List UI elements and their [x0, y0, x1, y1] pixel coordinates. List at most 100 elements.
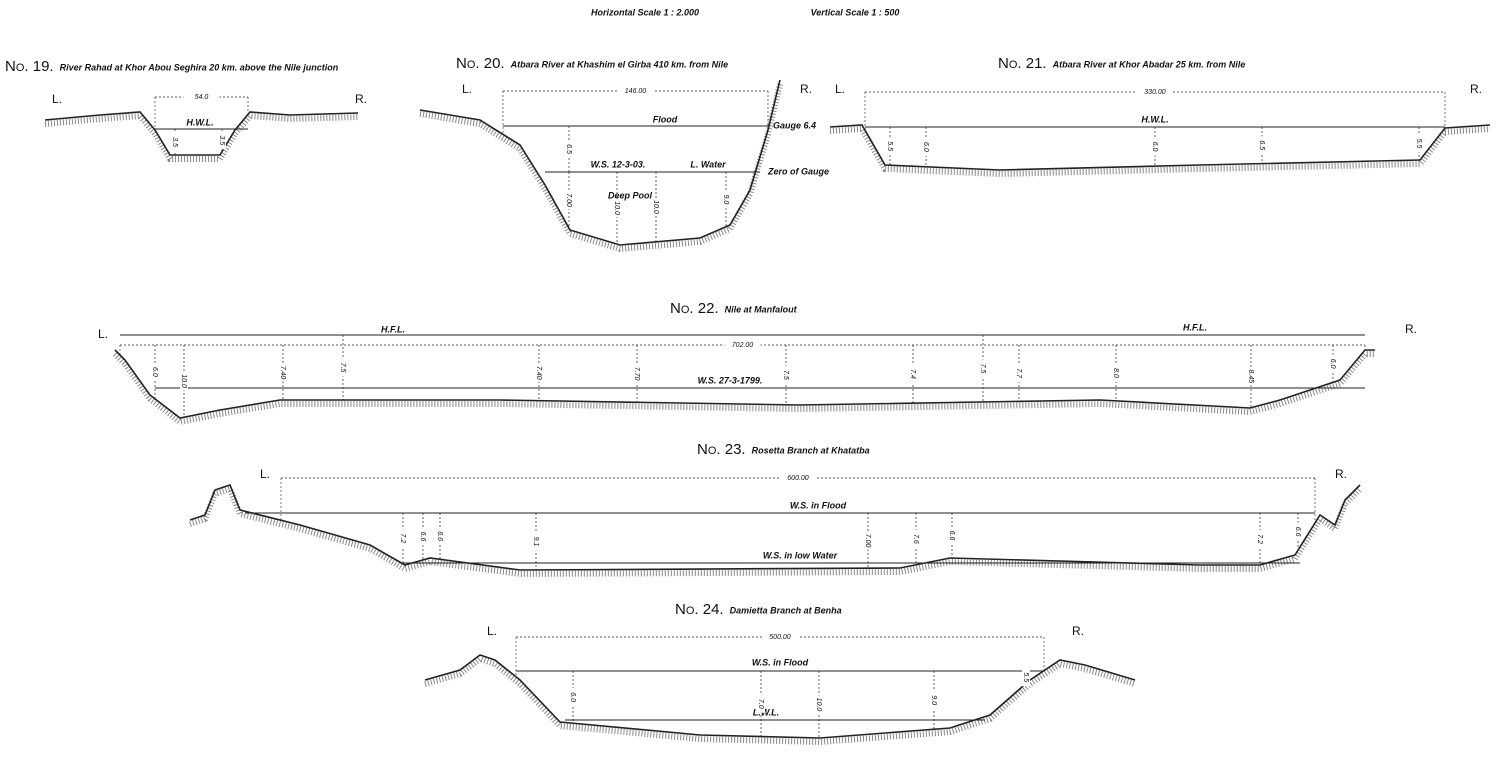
- depth-label: 7.0: [757, 699, 764, 709]
- left-bank: L.: [52, 92, 62, 106]
- depth-label: 10.0: [815, 698, 822, 712]
- depth-label-bg: [1015, 364, 1023, 383]
- width-label-bg: [780, 473, 816, 483]
- level-label: H.W.L.: [1141, 114, 1168, 124]
- depth-label: 10.0: [613, 201, 620, 215]
- depth-label-bg: [535, 363, 543, 382]
- level-label: Gauge 6.4: [773, 120, 816, 130]
- ground-hatch: [44, 112, 359, 162]
- depth-label-bg: [652, 197, 660, 216]
- right-bank: R.: [1405, 322, 1417, 336]
- depth-label: 6.5: [565, 144, 572, 154]
- depth-label: 5.5: [1022, 672, 1029, 682]
- left-bank: L.: [98, 327, 108, 341]
- level-label: H.F.L.: [1183, 322, 1207, 332]
- depth-label-bg: [180, 372, 188, 391]
- width-label-bg: [724, 340, 761, 350]
- depth-label-bg: [930, 691, 938, 710]
- depth-label: 7.7: [1015, 368, 1022, 379]
- width-label-bg: [617, 86, 654, 96]
- section-number: No. 20.: [456, 55, 505, 72]
- section-title: Atbara River at Khor Abadar 25 km. from …: [1052, 59, 1246, 69]
- width-label: 146.00: [625, 88, 647, 95]
- depth-label: 7.4: [909, 369, 916, 379]
- width-label: 500.00: [769, 634, 791, 641]
- depth-label-bg: [886, 137, 894, 156]
- section-title: Nile at Manfalout: [725, 304, 798, 314]
- left-bank: L.: [260, 467, 270, 481]
- level-label: H.F.L.: [381, 324, 405, 334]
- depth-label: 6.0: [922, 142, 929, 152]
- section-number: No. 24.: [675, 601, 724, 618]
- ground-line: [44, 111, 359, 156]
- depth-label: 6.6: [419, 532, 426, 542]
- ground-line: [829, 124, 1491, 171]
- depth-label-bg: [815, 695, 823, 714]
- depth-label: 8.0: [1112, 368, 1119, 378]
- depth-label-bg: [782, 365, 790, 384]
- depth-label: 7.2: [1256, 534, 1263, 544]
- depth-label-bg: [419, 527, 427, 546]
- width-label: 702.00: [732, 342, 754, 349]
- section-number: No. 22.: [670, 300, 719, 317]
- level-label: Flood: [653, 114, 678, 124]
- right-bank: R.: [1470, 82, 1482, 96]
- horizontal-scale: Horizontal Scale 1 : 2.000: [591, 7, 699, 17]
- depth-label-bg: [565, 191, 573, 210]
- ground-line: [419, 79, 781, 246]
- left-bank: L.: [462, 82, 472, 96]
- depth-label-bg: [436, 527, 444, 546]
- depth-label: 6.0: [1329, 359, 1336, 369]
- depth-label: 7.5: [782, 370, 789, 380]
- width-label: 600.00: [787, 475, 809, 482]
- depth-label-bg: [565, 140, 573, 158]
- depth-label: 6.6: [1294, 527, 1301, 537]
- depth-label: 6.0: [1151, 142, 1158, 152]
- depth-label: 8.45: [1247, 370, 1254, 384]
- level-label: L.W.L.: [753, 707, 779, 717]
- level-label: H.W.L.: [186, 117, 213, 127]
- depth-label-bg: [1256, 530, 1264, 548]
- depth-label-bg: [979, 359, 987, 378]
- depth-label-bg: [1247, 367, 1255, 386]
- right-bank: R.: [800, 82, 812, 96]
- ground-line: [189, 484, 1361, 571]
- depth-label-bg: [633, 364, 641, 383]
- depth-label-bg: [171, 133, 179, 151]
- depth-label: 6.0: [569, 692, 576, 702]
- level-label: Zero of Gauge: [767, 166, 829, 176]
- depth-label: 6.0: [151, 367, 158, 377]
- ground-line: [424, 654, 1136, 739]
- depth-label: 7.00: [864, 534, 871, 548]
- level-label: Deep Pool: [608, 190, 653, 200]
- depth-label: 7.40: [279, 366, 286, 380]
- depth-label-bg: [909, 365, 917, 384]
- depth-label-bg: [722, 190, 730, 209]
- depth-label: 9.1: [532, 537, 539, 547]
- width-label-bg: [762, 632, 798, 642]
- left-bank: L.: [487, 624, 497, 638]
- section-title: Atbara River at Khashim el Girba 410 km.…: [510, 59, 729, 69]
- depth-label: 6.6: [436, 531, 443, 541]
- depth-label-bg: [569, 688, 577, 707]
- level-label: W.S. in low Water: [763, 550, 838, 560]
- section-number: No. 19.: [5, 58, 54, 75]
- right-bank: R.: [1335, 467, 1347, 481]
- level-label: W.S. in Flood: [752, 657, 809, 667]
- level-label: W.S. in Flood: [790, 500, 847, 510]
- depth-label-bg: [757, 694, 765, 713]
- depth-label: 7.2: [399, 534, 406, 544]
- ground-hatch: [112, 351, 1375, 426]
- ground-hatch: [829, 125, 1491, 178]
- section-title: River Rahad at Khor Abou Seghira 20 km. …: [60, 62, 339, 72]
- depth-label-bg: [218, 131, 226, 150]
- level-label: W.S. 12-3-03.: [591, 159, 646, 169]
- depth-label-bg: [948, 526, 956, 545]
- depth-label-bg: [864, 531, 872, 550]
- depth-label-bg: [1294, 522, 1302, 541]
- depth-label-bg: [1112, 363, 1120, 382]
- depth-label-bg: [613, 199, 621, 218]
- depth-label: 3.5: [171, 137, 178, 147]
- depth-label: 7.40: [535, 366, 542, 380]
